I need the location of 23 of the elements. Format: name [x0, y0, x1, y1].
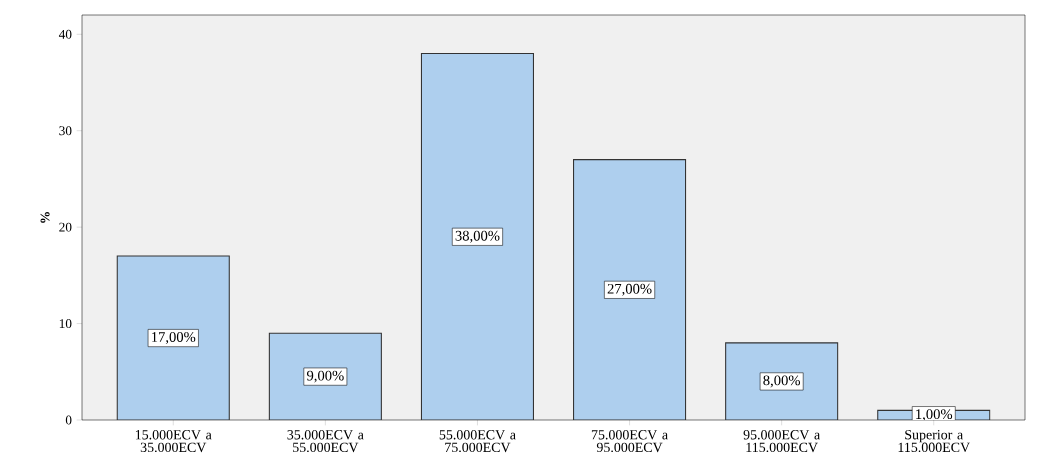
- x-tick-label: 95.000ECV a 115.000ECV: [743, 430, 820, 453]
- data-label: 9,00%: [306, 370, 344, 383]
- y-tick-label: 10: [59, 319, 72, 329]
- data-label: 8,00%: [763, 375, 801, 388]
- bar: [117, 256, 230, 420]
- bar: [420, 53, 534, 420]
- x-tick-label: 15.000ECV a 35.000ECV: [135, 430, 212, 453]
- y-axis-title: %: [40, 212, 50, 223]
- data-label: 17,00%: [152, 332, 196, 345]
- y-tick-label: 30: [59, 126, 72, 136]
- x-tick-label: 35.000ECV a 55.000ECV: [287, 430, 364, 453]
- data-label: 1,00%: [916, 409, 953, 422]
- bar: [268, 332, 382, 420]
- bar: [573, 159, 687, 420]
- x-tick-label: 75.000ECV a 95.000ECV: [591, 430, 668, 453]
- y-tick-label: 0: [65, 415, 72, 425]
- data-label: 27,00%: [607, 283, 652, 296]
- data-label: 38,00%: [455, 230, 500, 243]
- bar: [725, 342, 839, 420]
- x-tick-label: Superior a 115.000ECV: [898, 430, 970, 453]
- x-tick-label: 55.000ECV a 75.000ECV: [439, 430, 516, 453]
- y-tick-label: 20: [59, 222, 72, 232]
- y-tick-label: 40: [58, 29, 72, 39]
